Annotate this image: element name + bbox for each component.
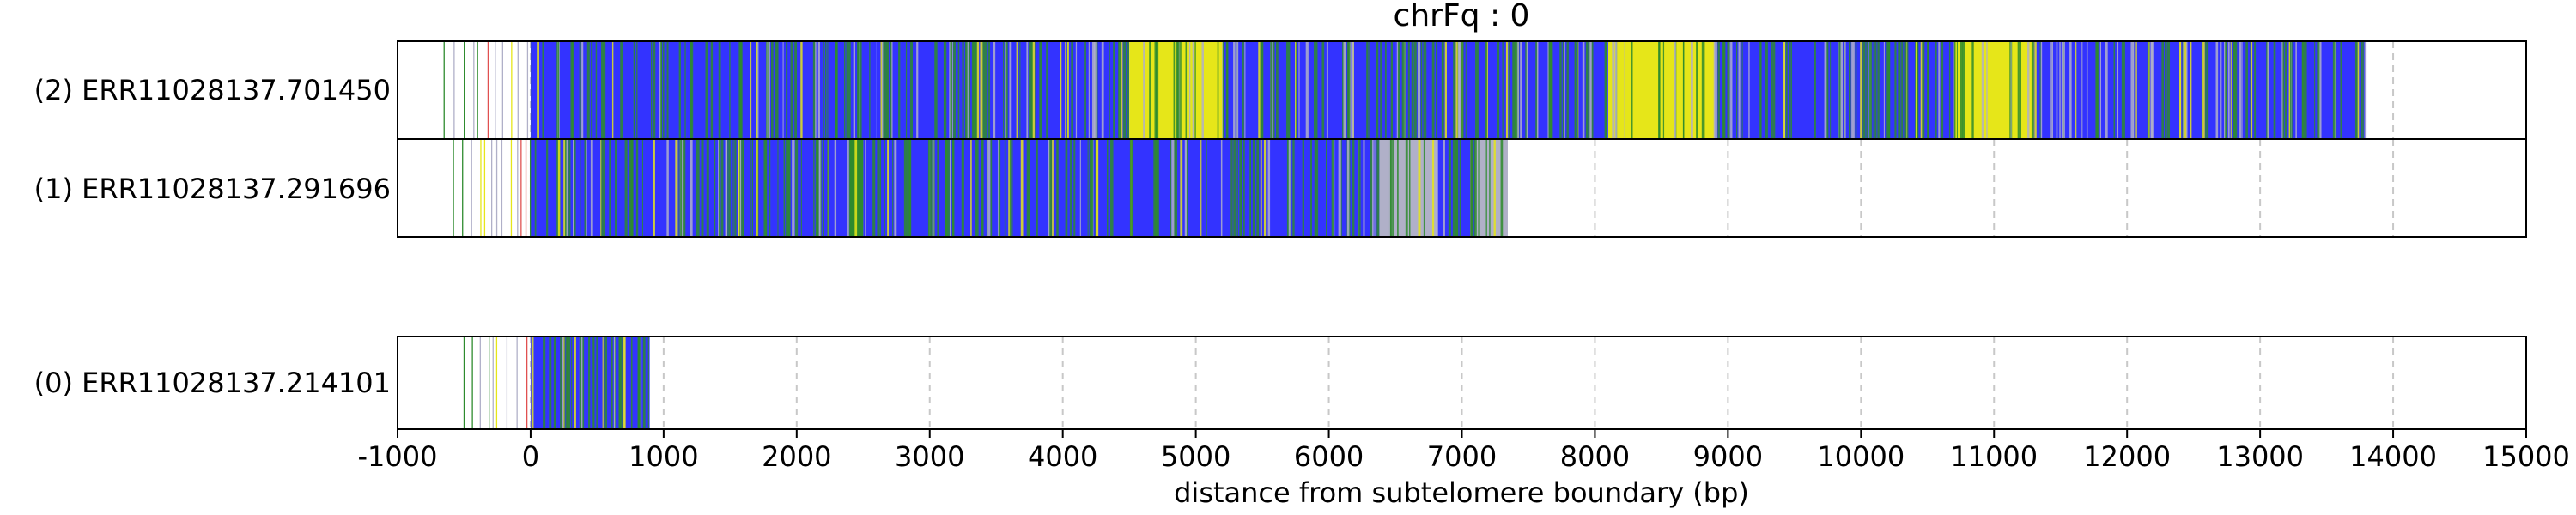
x-axis-label: distance from subtelomere boundary (bp)	[1174, 476, 1749, 509]
x-tick-label: 14000	[2349, 440, 2437, 473]
track-frame	[397, 138, 2527, 238]
x-tick-label: 6000	[1294, 440, 1364, 473]
x-tick-label: 11000	[1950, 440, 2038, 473]
read-track-0: (0) ERR11028137.214101	[34, 336, 2527, 430]
read-marks	[443, 41, 2370, 139]
read-segment	[2033, 41, 2221, 139]
grid-lines	[529, 336, 2395, 429]
x-tick-label: 10000	[1817, 440, 1905, 473]
x-axis: -1000 0 1000 2000 3000 4000 5000 6000 7000 8000 90…	[358, 429, 2570, 473]
read-segment	[530, 41, 770, 139]
read-label: (2) ERR11028137.701450	[34, 74, 391, 106]
x-tick-label: 15000	[2482, 440, 2570, 473]
read-segment	[1953, 41, 2034, 139]
read-marks	[453, 139, 1510, 237]
x-tick-label: 5000	[1161, 440, 1230, 473]
read-track-1: (1) ERR11028137.291696	[34, 138, 2527, 238]
read-label: (1) ERR11028137.291696	[34, 173, 391, 205]
x-tick-label: 3000	[895, 440, 964, 473]
read-segment	[876, 41, 1130, 139]
read-track-2: (2) ERR11028137.701450	[34, 40, 2527, 140]
x-tick-label: 1000	[629, 440, 698, 473]
chart-title: chrFq : 0	[1394, 0, 1530, 33]
x-tick-label: 8000	[1560, 440, 1630, 473]
x-tick-label: 4000	[1028, 440, 1097, 473]
x-tick-label: 12000	[2083, 440, 2171, 473]
read-marks	[463, 336, 652, 429]
x-tick-label: -1000	[358, 440, 438, 473]
read-segment	[863, 139, 1380, 237]
x-tick-label: 2000	[762, 440, 831, 473]
x-tick-label: 9000	[1693, 440, 1763, 473]
x-tick-label: 7000	[1427, 440, 1497, 473]
x-tick-label: 0	[522, 440, 539, 473]
read-label: (0) ERR11028137.214101	[34, 367, 391, 399]
x-tick-label: 13000	[2216, 440, 2304, 473]
read-segment	[1714, 41, 1954, 139]
